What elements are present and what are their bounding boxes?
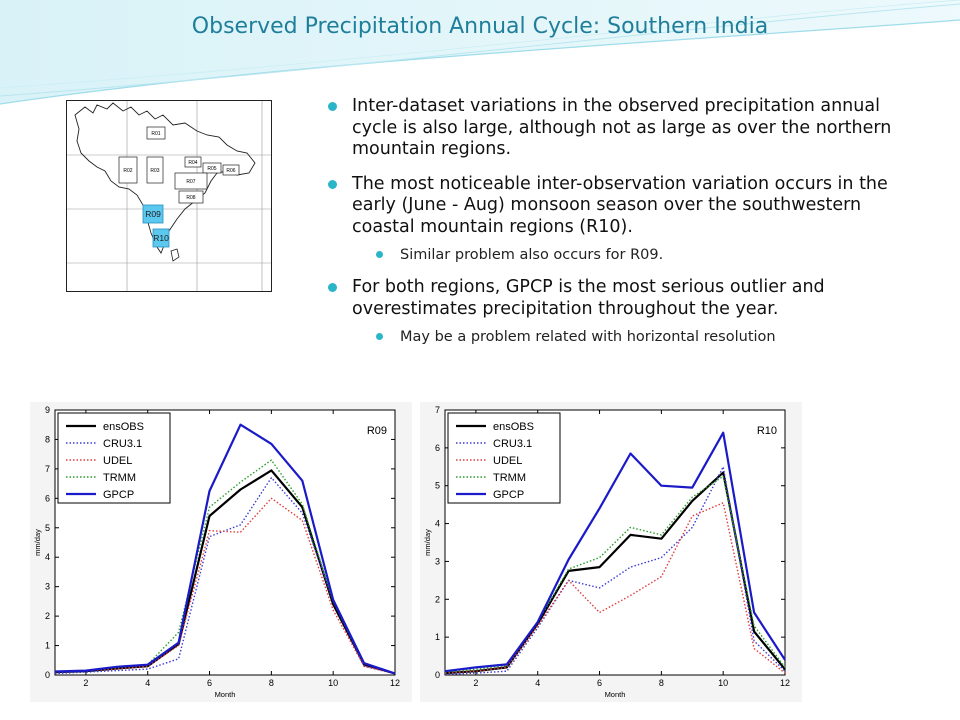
y-tick-label: 6 bbox=[435, 443, 440, 453]
region-label-r02: R02 bbox=[123, 168, 132, 174]
y-tick-label: 4 bbox=[435, 519, 440, 529]
legend-label: TRMM bbox=[493, 472, 526, 484]
x-axis-label: Month bbox=[605, 690, 626, 699]
y-tick-label: 4 bbox=[45, 552, 50, 562]
x-tick-label: 4 bbox=[145, 678, 150, 688]
y-tick-label: 7 bbox=[45, 464, 50, 474]
y-tick-label: 2 bbox=[435, 594, 440, 604]
region-box-r01 bbox=[146, 126, 166, 140]
region-label-r10: R10 bbox=[153, 233, 169, 243]
x-tick-label: 2 bbox=[473, 678, 478, 688]
x-tick-label: 10 bbox=[328, 678, 338, 688]
region-box-r08 bbox=[178, 190, 204, 204]
y-tick-label: 6 bbox=[45, 493, 50, 503]
series-line-cru3-1 bbox=[54, 476, 396, 675]
region-annotation: R10 bbox=[757, 425, 777, 437]
region-label-r07: R07 bbox=[186, 179, 195, 185]
legend-label: GPCP bbox=[103, 489, 134, 501]
series-line-gpcp bbox=[444, 431, 786, 673]
legend-label: CRU3.1 bbox=[493, 438, 532, 450]
legend-label: ensOBS bbox=[103, 421, 144, 433]
x-tick-label: 8 bbox=[659, 678, 664, 688]
legend-label: ensOBS bbox=[493, 421, 534, 433]
sub-bullet-3: May be a problem related with horizontal… bbox=[374, 327, 926, 347]
bullet-2: The most noticeable inter-observation va… bbox=[326, 174, 926, 239]
x-tick-label: 4 bbox=[535, 678, 540, 688]
series-line-gpcp bbox=[54, 423, 396, 675]
legend-box bbox=[447, 412, 561, 504]
y-tick-label: 5 bbox=[435, 481, 440, 491]
y-tick-label: 9 bbox=[45, 405, 50, 415]
y-tick-label: 7 bbox=[435, 405, 440, 415]
x-tick-label: 8 bbox=[269, 678, 274, 688]
y-tick-label: 3 bbox=[45, 582, 50, 592]
y-axis-label: mm/day bbox=[33, 529, 42, 556]
y-tick-label: 2 bbox=[45, 611, 50, 621]
region-label-r04: R04 bbox=[188, 160, 197, 166]
x-tick-label: 12 bbox=[390, 678, 400, 688]
legend-label: UDEL bbox=[103, 455, 132, 467]
series-line-udel bbox=[444, 502, 786, 674]
series-line-udel bbox=[54, 497, 396, 675]
y-tick-label: 0 bbox=[45, 670, 50, 680]
y-tick-label: 1 bbox=[45, 641, 50, 651]
x-tick-label: 10 bbox=[718, 678, 728, 688]
region-box-r05 bbox=[202, 162, 222, 174]
bullet-list: Inter-dataset variations in the observed… bbox=[326, 96, 926, 359]
bullet-1: Inter-dataset variations in the observed… bbox=[326, 96, 926, 161]
y-tick-label: 5 bbox=[45, 523, 50, 533]
region-label-r09: R09 bbox=[145, 209, 161, 219]
region-map: R01 R02 R03 R04 R05 R06 R07 R08 R09 R10 bbox=[66, 100, 272, 292]
series-line-trmm bbox=[444, 475, 786, 673]
series-line-cru3-1 bbox=[444, 466, 786, 675]
coastline bbox=[74, 102, 256, 254]
legend-label: TRMM bbox=[103, 472, 136, 484]
region-box-r09 bbox=[142, 204, 164, 224]
region-label-r03: R03 bbox=[150, 168, 159, 174]
legend-label: CRU3.1 bbox=[103, 438, 142, 450]
region-label-r01: R01 bbox=[151, 131, 160, 137]
region-box-r02 bbox=[118, 156, 138, 184]
region-label-r05: R05 bbox=[207, 166, 216, 172]
y-tick-label: 3 bbox=[435, 556, 440, 566]
x-tick-label: 12 bbox=[780, 678, 790, 688]
y-axis-label: mm/day bbox=[423, 529, 432, 556]
region-box-r06 bbox=[222, 164, 240, 176]
island bbox=[170, 248, 180, 262]
region-box-r07 bbox=[174, 172, 208, 190]
x-axis-label: Month bbox=[215, 690, 236, 699]
y-tick-label: 0 bbox=[435, 670, 440, 680]
x-tick-label: 2 bbox=[83, 678, 88, 688]
legend-label: UDEL bbox=[493, 455, 522, 467]
legend-label: GPCP bbox=[493, 489, 524, 501]
region-box-r03 bbox=[146, 156, 164, 184]
region-label-r08: R08 bbox=[186, 195, 195, 201]
x-tick-label: 6 bbox=[597, 678, 602, 688]
sub-bullet-2: Similar problem also occurs for R09. bbox=[374, 245, 926, 265]
region-box-r04 bbox=[184, 156, 202, 168]
legend-box bbox=[57, 412, 171, 504]
region-annotation: R09 bbox=[367, 425, 387, 437]
x-tick-label: 6 bbox=[207, 678, 212, 688]
slide-title: Observed Precipitation Annual Cycle: Sou… bbox=[191, 14, 769, 39]
header-decoration bbox=[0, 0, 960, 105]
region-label-r06: R06 bbox=[226, 168, 235, 174]
bullet-3: For both regions, GPCP is the most serio… bbox=[326, 277, 926, 320]
y-tick-label: 1 bbox=[435, 632, 440, 642]
y-tick-label: 8 bbox=[45, 434, 50, 444]
region-box-r10 bbox=[152, 228, 170, 248]
